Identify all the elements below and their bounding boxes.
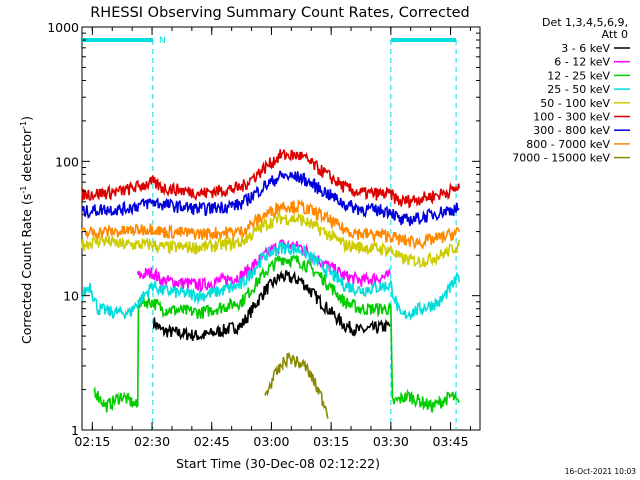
night-marker-label: N xyxy=(159,36,166,46)
series-line xyxy=(93,254,460,413)
legend-label: 100 - 300 keV xyxy=(533,111,610,124)
x-axis-label: Start Time (30-Dec-08 02:12:22) xyxy=(176,456,380,471)
night-layer xyxy=(82,38,457,430)
y-axis-label-main: Corrected Count Rate (s xyxy=(19,194,34,344)
series-line xyxy=(81,170,460,227)
legend-label: 12 - 25 keV xyxy=(547,69,610,82)
y-axis-label-mid: detector xyxy=(19,128,34,186)
y-axis-label: Corrected Count Rate (s-1 detector-1) xyxy=(19,116,34,344)
legend-header-line2: Att 0 xyxy=(602,28,628,41)
chart-title: RHESSI Observing Summary Count Rates, Co… xyxy=(90,5,470,21)
axis-layer: 02:15 02:30 02:45 03:00 03:15 03:30 03:45 1 10 10… xyxy=(47,20,480,449)
series-layer xyxy=(81,149,461,419)
legend-label: 6 - 12 keV xyxy=(554,56,610,69)
night-bar xyxy=(82,38,153,43)
y-axis-label-sup2: -1 xyxy=(19,121,28,129)
y-axis-label-end: ) xyxy=(19,116,34,121)
legend-label: 50 - 100 keV xyxy=(540,97,610,110)
y-tick-label: 1000 xyxy=(47,20,79,35)
x-tick-label: 02:15 xyxy=(74,434,110,449)
x-tick-label: 03:45 xyxy=(433,434,469,449)
series-line xyxy=(152,269,391,342)
series-line xyxy=(81,241,461,322)
legend-label: 25 - 50 keV xyxy=(547,83,610,96)
legend-label: 800 - 7000 keV xyxy=(526,138,610,151)
legend-label: 3 - 6 keV xyxy=(561,42,610,55)
legend-header-line1: Det 1,3,4,5,6,9, xyxy=(542,16,628,29)
y-tick-label: 10 xyxy=(63,289,79,304)
legend-label: 7000 - 15000 keV xyxy=(512,152,610,165)
legend-label: 300 - 800 keV xyxy=(533,124,610,137)
timestamp: 16-Oct-2021 10:03 xyxy=(565,467,636,476)
night-bar xyxy=(390,38,457,43)
series-line xyxy=(81,149,461,209)
x-tick-label: 03:15 xyxy=(313,434,349,449)
y-tick-label: 1 xyxy=(71,423,79,438)
x-tick-label: 03:00 xyxy=(253,434,289,449)
series-line xyxy=(81,210,461,269)
x-tick-label: 02:30 xyxy=(134,434,170,449)
y-tick-label: 100 xyxy=(55,154,79,169)
y-axis-label-sup1: -1 xyxy=(19,186,28,194)
x-tick-label: 02:45 xyxy=(194,434,230,449)
series-line xyxy=(81,199,461,250)
x-tick-label: 03:30 xyxy=(373,434,409,449)
series-line xyxy=(264,351,329,419)
